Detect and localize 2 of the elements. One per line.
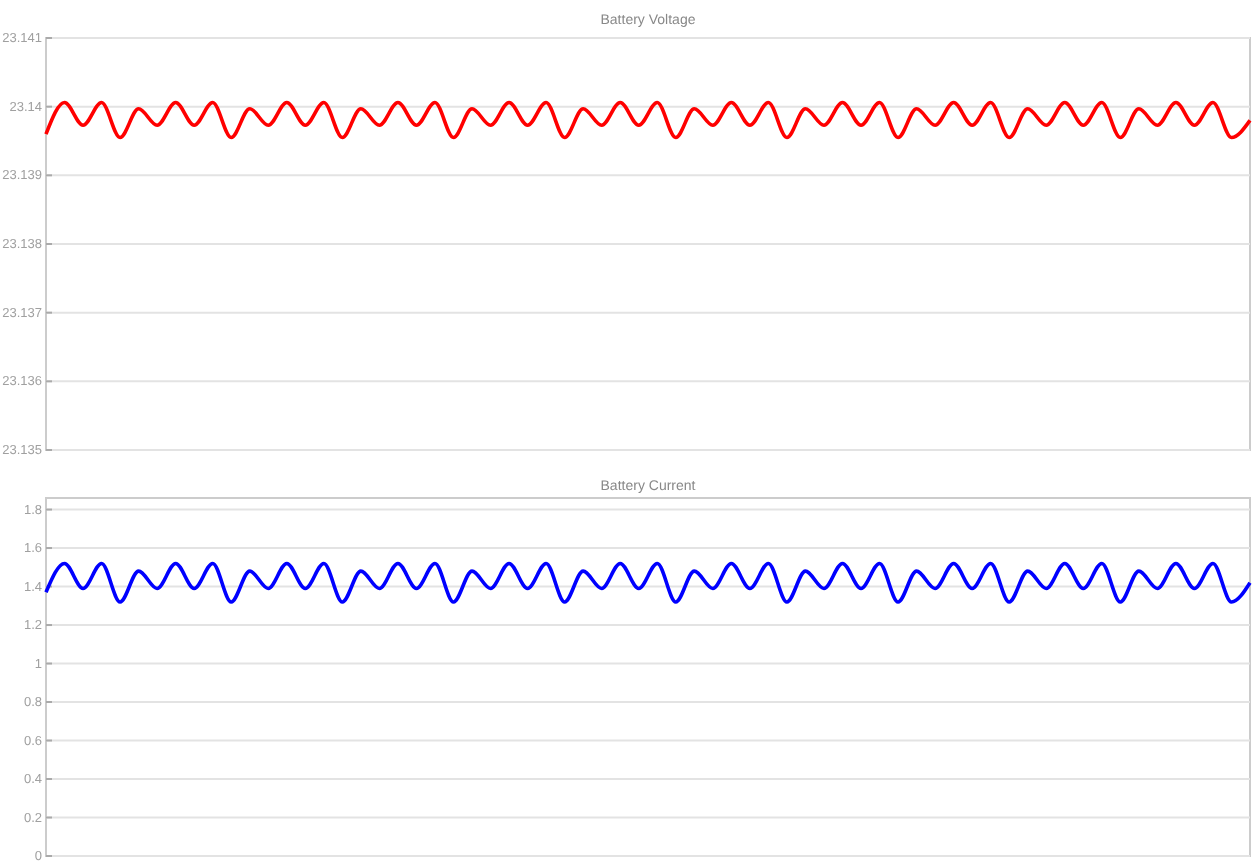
line-series	[44, 100, 1252, 140]
line-series	[44, 561, 1252, 604]
